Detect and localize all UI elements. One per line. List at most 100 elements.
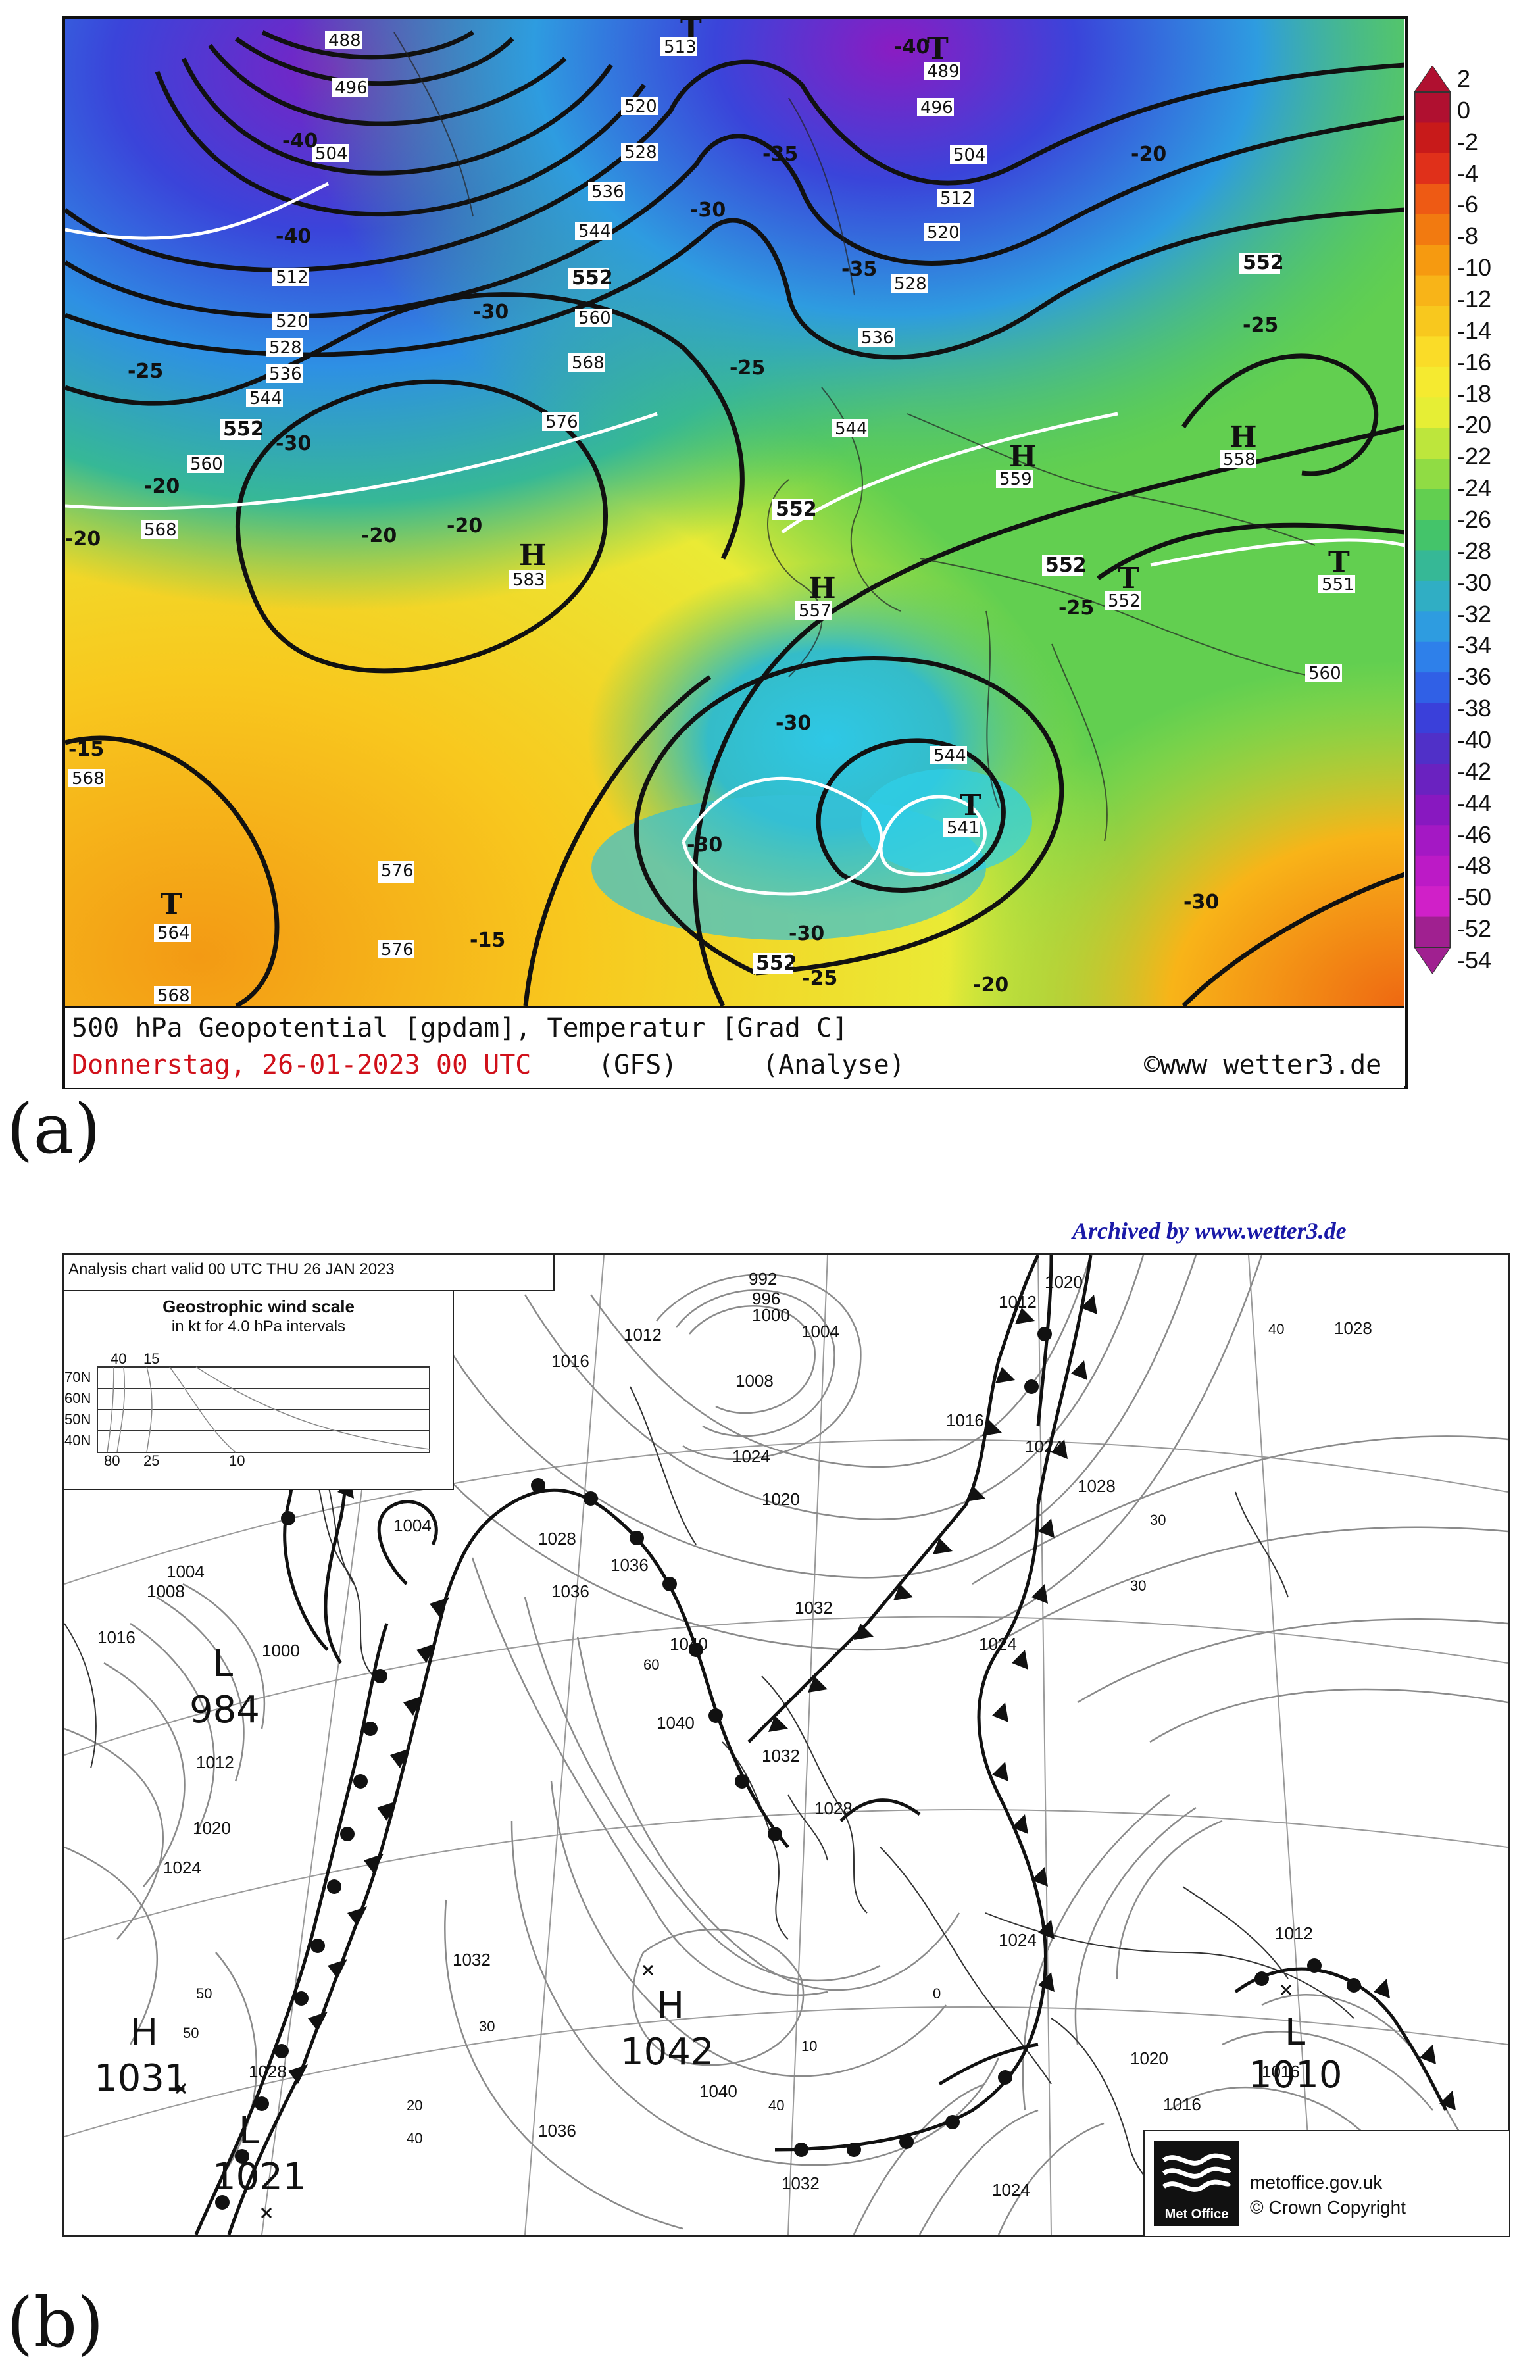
svg-text:528: 528 [624,143,657,162]
svg-text:496: 496 [920,98,953,118]
colorbar-tick-label: -34 [1457,632,1492,659]
svg-text:576: 576 [381,940,414,960]
wind-bottom-label: 80 [104,1452,120,1469]
gp-label: 536 [858,328,895,348]
gp-label: 576 [378,861,414,881]
gp-label: 559 [996,470,1033,489]
gp-label: 564 [154,924,191,943]
colorbar-segment [1414,397,1451,429]
svg-text:520: 520 [927,223,960,243]
isobar-label: 1000 [752,1305,790,1325]
temp-label: -30 [473,301,509,324]
colorbar-segment [1414,611,1451,643]
temperature-labels: -40 -40 -40 -35 -35 -30 -30 -30 -25 -25 … [65,36,1278,997]
svg-text:552: 552 [776,498,817,521]
center-l-984-value: 984 [189,1689,260,1731]
isobar-label: 1008 [735,1371,774,1391]
gp-label: 528 [891,274,928,294]
geopotential-labels: 488 496 504 512 520 528 536 544 552 560 … [68,31,1355,1006]
svg-text:568: 568 [144,520,177,540]
lat-label: 10 [801,2038,817,2054]
gp-label: 536 [266,364,303,384]
colorbar-segment [1414,703,1451,734]
isobar-label: 1020 [193,1818,231,1838]
lat-label: 20 [407,2097,422,2114]
wind-top-label: 15 [143,1351,159,1367]
center-h-1031-letter: H [130,2011,158,2054]
gp-label: 504 [950,145,987,165]
metoffice-logo-text: Met Office [1164,2207,1229,2221]
colorbar-tick-label: -16 [1457,348,1492,376]
colorbar-tick-label: -28 [1457,537,1492,564]
colorbar-segment [1414,153,1451,184]
svg-text:576: 576 [381,861,414,881]
isobar-label: 1012 [999,1292,1037,1312]
isobar-label: 1012 [624,1325,662,1345]
temp-label: -30 [276,432,311,455]
temp-label: -20 [65,528,101,551]
gp-label: 560 [187,455,224,474]
center-a-h-583: H [519,539,547,572]
svg-text:520: 520 [624,97,657,116]
isobar-label: 1004 [166,1562,205,1581]
colorbar-segment [1414,641,1451,673]
svg-text:544: 544 [933,746,966,766]
gp-label: 576 [378,940,414,960]
temp-label: -35 [841,258,877,281]
svg-text:557: 557 [799,601,832,621]
isobar-label: 1024 [732,1447,770,1466]
isobar-label: 1028 [538,1529,576,1549]
colorbar-segment [1414,306,1451,337]
gp-label: 560 [1305,664,1342,683]
temp-label: -25 [802,967,837,990]
panel-a-date: Donnerstag, 26-01-2023 00 UTC [72,1050,532,1080]
isobar-label: 1028 [1334,1318,1372,1338]
isobar-label: 1040 [657,1713,695,1733]
crown-copyright: © Crown Copyright [1250,2197,1406,2218]
svg-text:560: 560 [1308,664,1341,683]
lat-label: 30 [1150,1512,1166,1528]
lat-label: 30 [1130,1577,1146,1594]
colorbar-tick-label: -42 [1457,757,1492,785]
temp-label: -30 [789,922,824,945]
colorbar-segment [1414,428,1451,459]
svg-text:560: 560 [578,309,611,328]
colorbar-tick-label: -30 [1457,568,1492,596]
center-a-t-564: T [161,887,182,921]
svg-text:513: 513 [664,37,697,57]
isobar-label: 1016 [1262,2062,1300,2081]
svg-text:552: 552 [1108,591,1141,611]
colorbar-top-arrow [1414,66,1451,93]
center-a-t-489: T [927,32,949,66]
colorbar-segment [1414,520,1451,551]
panel-a-title: 500 hPa Geopotential [gpdam], Temperatur… [72,1013,849,1043]
isobar-label: 1032 [782,2173,820,2193]
gp-label: 528 [621,143,658,162]
gp-label: 552 [753,952,797,975]
colorbar-tick-label: -24 [1457,474,1492,502]
isobar-label: 1032 [453,1950,491,1970]
isobar-label: 1016 [1163,2095,1201,2114]
temp-label: -35 [762,143,798,166]
colorbar-labels: 2 0 -2 -4 -6 -8 -10 -12 -14 -16 -18 -20 -22 -24 -26 -28… [1457,65,1536,974]
svg-text:544: 544 [249,389,282,409]
center-h-1031-value: 1031 [94,2057,188,2100]
isobar-label: 1012 [1275,1923,1313,1943]
colorbar-segment [1414,733,1451,764]
colorbar-bottom-arrow [1414,947,1451,974]
gp-label: 558 [1220,450,1256,470]
temp-label: -15 [470,929,505,952]
colorbar-tick-label: -46 [1457,820,1492,848]
metoffice-logo: Met Office [1154,2141,1239,2226]
colorbar-segment [1414,886,1451,918]
center-a-h-559: H [1009,440,1037,474]
temp-label: -40 [894,36,930,59]
temp-label: -40 [276,225,311,248]
geostrophic-wind-scale: Geostrophic wind scale in kt for 4.0 hPa… [64,1291,454,1490]
isobar-label: 1020 [1045,1272,1083,1292]
gp-label: 489 [924,62,960,82]
isobar-label: 1020 [1130,2048,1168,2068]
lat-label: 0 [933,1985,941,2002]
svg-text:489: 489 [927,62,960,82]
svg-text:558: 558 [1223,450,1256,470]
